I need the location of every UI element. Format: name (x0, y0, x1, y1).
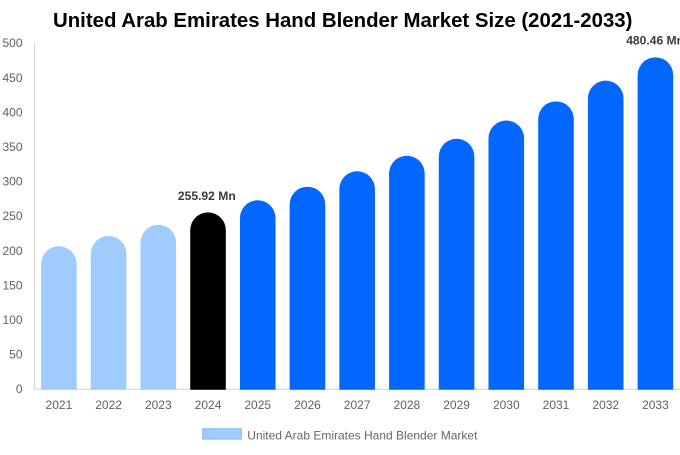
svg-text:2023: 2023 (145, 398, 172, 412)
svg-text:2021: 2021 (46, 398, 73, 412)
svg-text:450: 450 (2, 71, 22, 85)
svg-text:United Arab Emirates Hand Blen: United Arab Emirates Hand Blender Market (247, 428, 478, 442)
svg-text:255.92 Mn: 255.92 Mn (178, 189, 236, 203)
svg-text:250: 250 (2, 209, 22, 223)
svg-text:2033: 2033 (642, 398, 669, 412)
svg-text:2025: 2025 (244, 398, 271, 412)
svg-text:500: 500 (2, 36, 22, 50)
svg-text:2032: 2032 (592, 398, 619, 412)
svg-text:United Arab Emirates Hand Blen: United Arab Emirates Hand Blender Market… (53, 10, 632, 32)
svg-text:2026: 2026 (294, 398, 321, 412)
svg-text:2029: 2029 (443, 398, 470, 412)
svg-text:2030: 2030 (493, 398, 520, 412)
svg-text:150: 150 (2, 278, 22, 292)
svg-text:50: 50 (9, 348, 23, 362)
svg-text:350: 350 (2, 140, 22, 154)
svg-text:2022: 2022 (95, 398, 122, 412)
svg-text:100: 100 (2, 313, 22, 327)
svg-text:2024: 2024 (195, 398, 222, 412)
svg-text:400: 400 (2, 105, 22, 119)
svg-text:0: 0 (16, 382, 23, 396)
svg-text:2027: 2027 (344, 398, 371, 412)
svg-text:200: 200 (2, 244, 22, 258)
svg-text:2031: 2031 (543, 398, 570, 412)
svg-text:300: 300 (2, 175, 22, 189)
svg-text:480.46 Mn: 480.46 Mn (626, 33, 680, 47)
svg-text:2028: 2028 (394, 398, 421, 412)
